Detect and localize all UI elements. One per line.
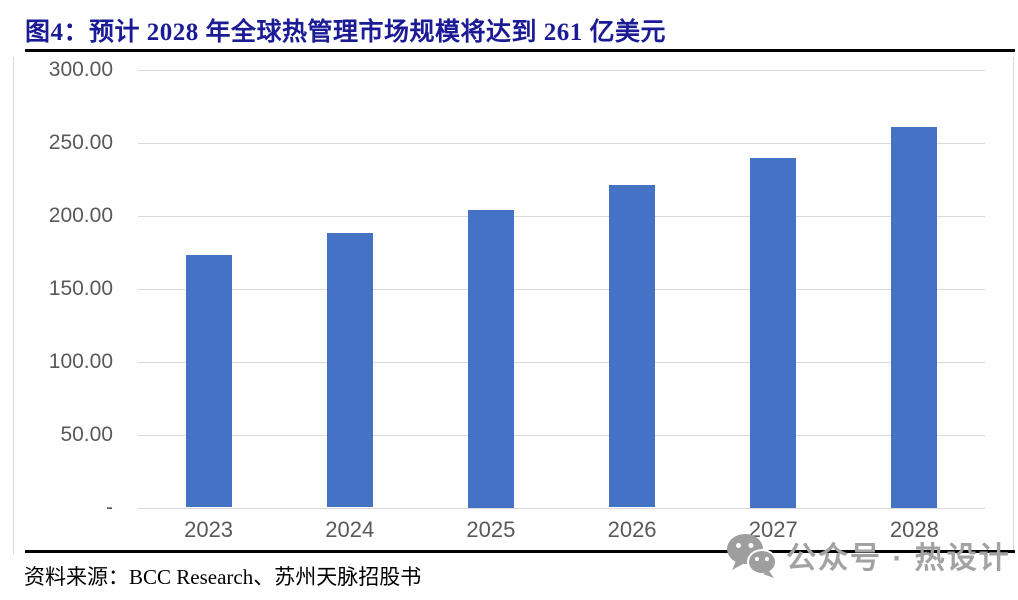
x-axis-label: 2026	[607, 517, 657, 542]
chart-area: - 50.00 100.00 150.00 200.00 250.00 300.00 2023…	[0, 55, 1018, 555]
x-axis-label: 2024	[325, 517, 375, 542]
gridline	[138, 142, 985, 144]
gridline	[138, 507, 985, 509]
bar	[609, 185, 656, 508]
chart-right-border	[1013, 57, 1014, 554]
bar	[326, 233, 373, 508]
watermark: 公众号 · 热设计	[724, 530, 1011, 580]
source-note: 资料来源：BCC Research、苏州天脉招股书	[24, 565, 422, 589]
y-axis-tick-label: 250.00	[48, 130, 113, 154]
gridline	[138, 288, 985, 290]
watermark-text: 公众号 · 热设计	[786, 542, 1011, 575]
bar	[750, 157, 797, 508]
gridline	[138, 434, 985, 436]
bar	[891, 126, 938, 508]
y-axis-tick-label: 50.00	[60, 422, 113, 446]
x-axis-label: 2025	[466, 517, 516, 542]
y-axis-tick-label: 200.00	[48, 203, 113, 227]
y-axis-tick-label: 100.00	[48, 349, 113, 373]
bar	[467, 210, 514, 508]
x-axis-label: 2028	[889, 517, 939, 542]
x-axis-label: 2023	[184, 517, 234, 542]
wechat-icon	[727, 534, 777, 578]
bar	[185, 255, 232, 508]
gridline	[138, 70, 985, 71]
chart-left-border	[13, 57, 14, 554]
y-axis-tick-label: -	[106, 495, 113, 519]
gridline	[138, 361, 985, 363]
gridline	[138, 215, 985, 217]
y-axis-tick-label: 300.00	[48, 58, 113, 81]
bottom-divider	[25, 550, 1015, 553]
figure-title: 图4：预计 2028 年全球热管理市场规模将达到 261 亿美元	[25, 19, 667, 46]
y-axis-tick-label: 150.00	[48, 276, 113, 300]
title-divider	[25, 49, 1015, 52]
